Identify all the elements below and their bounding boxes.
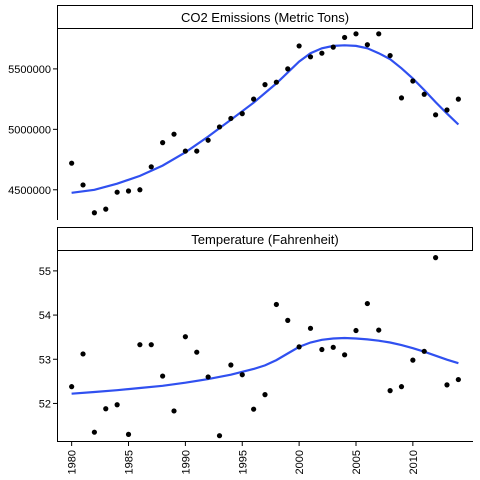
data-point [353, 31, 359, 37]
x-tick-label: 1985 [124, 450, 136, 474]
y-tick-label: 5500000 [8, 64, 51, 76]
smooth-line-temperature [71, 336, 459, 395]
x-ticks: 1980 1985 1990 1995 2000 2005 2010 [67, 441, 420, 474]
data-point [137, 187, 143, 193]
data-point [273, 79, 279, 85]
data-point [307, 325, 314, 331]
data-point [205, 137, 211, 143]
data-point [103, 406, 109, 412]
data-point [421, 91, 427, 97]
data-point [69, 384, 75, 390]
smooth-line-co2 [71, 44, 460, 194]
data-point [251, 96, 257, 102]
data-point [69, 160, 75, 166]
data-point [285, 66, 291, 72]
data-point [330, 44, 336, 50]
panel-co2: CO2 Emissions (Metric Tons) 4500000 50000… [8, 5, 473, 220]
data-point [194, 148, 200, 154]
data-point [216, 433, 223, 439]
data-point [444, 107, 450, 113]
data-point [433, 112, 439, 118]
data-point [410, 357, 416, 363]
points-temperature [69, 255, 461, 439]
x-tick-label: 2010 [408, 450, 420, 474]
data-point [319, 50, 325, 56]
data-point [182, 334, 188, 340]
data-point [148, 164, 154, 170]
data-point [353, 327, 359, 334]
y-tick-label: 54 [39, 310, 51, 322]
y-tick-label: 55 [39, 266, 51, 278]
data-point [125, 431, 132, 437]
data-point [296, 344, 302, 350]
data-point [160, 140, 166, 146]
data-point [160, 373, 166, 379]
data-point [125, 188, 132, 194]
x-tick-label: 2005 [351, 450, 363, 474]
data-point [148, 342, 154, 348]
data-point [171, 131, 177, 137]
y-ticks-co2: 4500000 5000000 5500000 [8, 64, 58, 197]
data-point [410, 78, 416, 84]
strip-title-co2: CO2 Emissions (Metric Tons) [181, 10, 349, 25]
data-point [444, 382, 450, 388]
x-tick-label: 1990 [180, 450, 192, 474]
data-point [137, 342, 143, 348]
y-tick-label: 5000000 [8, 124, 51, 136]
data-point [251, 406, 257, 412]
data-point [285, 317, 291, 323]
data-point [364, 300, 370, 307]
data-point [80, 182, 86, 188]
data-point [114, 402, 120, 408]
data-point [307, 54, 314, 60]
data-point [342, 34, 348, 41]
data-point [114, 189, 120, 195]
data-point [103, 206, 109, 212]
y-tick-label: 4500000 [8, 185, 51, 197]
data-point [239, 372, 245, 378]
data-point [262, 392, 268, 398]
data-point [455, 96, 461, 102]
strip-title-temperature: Temperature (Fahrenheit) [191, 232, 338, 247]
data-point [433, 255, 439, 261]
data-point [421, 348, 427, 354]
data-point [376, 31, 382, 37]
data-point [171, 408, 177, 414]
strip-co2 [57, 5, 473, 29]
data-point [296, 43, 302, 49]
data-point [387, 52, 393, 59]
data-point [228, 115, 234, 122]
x-tick-label: 1995 [237, 450, 249, 474]
data-point [330, 344, 336, 350]
data-point [182, 148, 188, 154]
data-point [91, 210, 97, 216]
data-point [205, 374, 211, 380]
points-co2 [69, 31, 461, 216]
strip-temperature [57, 227, 473, 251]
y-tick-label: 52 [39, 398, 51, 410]
y-tick-label: 53 [39, 354, 51, 366]
data-point [262, 82, 268, 88]
y-ticks-temperature: 52 53 54 55 [39, 266, 58, 410]
data-point [342, 352, 348, 358]
data-point [387, 388, 393, 394]
data-point [376, 327, 382, 333]
data-point [80, 351, 86, 357]
x-tick-label: 2000 [294, 450, 306, 474]
data-point [194, 349, 200, 355]
data-point [91, 429, 97, 435]
data-point [319, 346, 325, 353]
data-point [228, 362, 234, 368]
data-point [455, 376, 461, 383]
data-point [239, 111, 245, 117]
x-tick-label: 1980 [67, 450, 79, 474]
data-point [398, 95, 405, 101]
data-point [216, 124, 223, 130]
data-point [364, 42, 370, 48]
data-point [398, 384, 405, 390]
data-point [273, 301, 279, 308]
